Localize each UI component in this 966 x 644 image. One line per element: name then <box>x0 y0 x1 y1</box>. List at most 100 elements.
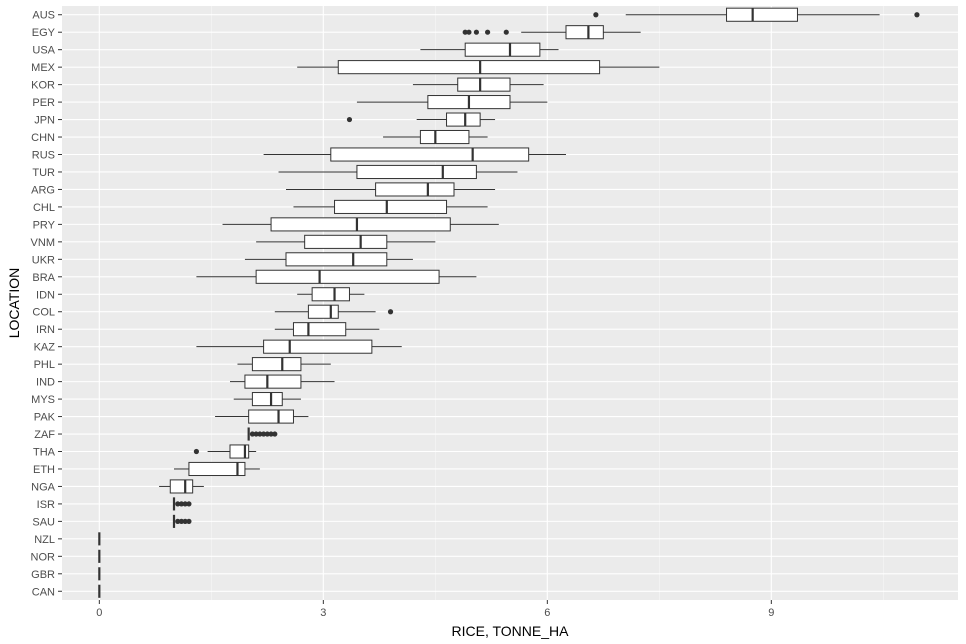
grid-minor <box>211 6 884 600</box>
box-iqr <box>330 147 530 162</box>
y-tick-label: KAZ <box>34 342 56 354</box>
outlier-point <box>485 29 491 35</box>
x-axis-title: RICE, TONNE_HA <box>452 623 570 639</box>
box-iqr <box>464 42 541 57</box>
box-iqr <box>307 304 339 319</box>
box-iqr <box>565 25 604 40</box>
y-axis: AUS EGY USA MEX KOR PER JPN CHN RUS TUR ARG CHL PRY V… <box>31 10 62 598</box>
box-ukr <box>244 252 413 267</box>
box-iqr <box>270 217 451 232</box>
box-jpn <box>346 112 496 127</box>
outlier-point <box>268 431 274 437</box>
y-tick-label: ETH <box>33 464 55 476</box>
box-iqr <box>304 234 388 249</box>
outlier-point <box>593 12 599 18</box>
box-iqr <box>188 461 246 477</box>
y-tick-label: IND <box>36 377 55 389</box>
box-iqr <box>375 182 455 197</box>
box-eth <box>174 461 260 477</box>
y-tick-label: CAN <box>32 586 55 598</box>
box-iqr <box>169 479 194 494</box>
box-kor <box>412 77 544 92</box>
box-chn <box>383 129 488 145</box>
outlier-point <box>186 518 192 524</box>
y-tick-label: THA <box>33 447 56 459</box>
outlier-point <box>462 29 468 35</box>
y-tick-label: NOR <box>31 551 56 563</box>
box-pak <box>215 409 309 424</box>
box-iqr <box>446 112 481 127</box>
outlier-point <box>264 431 270 437</box>
box-tha <box>193 444 257 459</box>
box-iqr <box>726 7 798 22</box>
box-iqr <box>419 129 470 145</box>
y-tick-label: PER <box>32 97 55 109</box>
box-chl <box>293 199 488 214</box>
box-iqr <box>251 357 302 372</box>
outlier-point <box>175 518 181 524</box>
box-iqr <box>337 60 601 75</box>
box-iqr <box>334 199 448 214</box>
x-tick-label: 6 <box>544 607 550 619</box>
box-aus <box>593 7 920 22</box>
outlier-point <box>182 501 188 507</box>
y-tick-label: JPN <box>34 115 55 127</box>
box-mex <box>297 60 660 75</box>
boxes-layer <box>98 7 920 598</box>
outlier-point <box>914 12 920 18</box>
y-tick-label: MYS <box>31 394 55 406</box>
box-tur <box>278 164 518 180</box>
y-tick-label: COL <box>32 307 55 319</box>
outlier-point <box>178 518 185 524</box>
box-iqr <box>356 164 477 180</box>
box-rus <box>263 147 566 162</box>
y-tick-label: VNM <box>31 237 55 249</box>
y-tick-label: ZAF <box>34 429 55 441</box>
outlier-point <box>193 448 199 455</box>
box-iqr <box>311 287 350 302</box>
y-tick-label: EGY <box>32 27 56 39</box>
box-iqr <box>457 77 511 92</box>
y-tick-label: BRA <box>32 272 55 284</box>
y-tick-label: RUS <box>32 150 55 162</box>
outlier-point <box>175 501 181 507</box>
y-tick-label: KOR <box>31 80 55 92</box>
y-tick-label: USA <box>32 45 55 57</box>
y-axis-title: LOCATION <box>6 268 22 339</box>
box-usa <box>420 42 559 57</box>
box-vnm <box>256 234 436 249</box>
box-iqr <box>251 392 283 407</box>
y-tick-label: CHN <box>31 132 55 144</box>
outlier-point <box>387 309 394 315</box>
x-tick-label: 0 <box>96 607 102 619</box>
outlier-point <box>261 431 267 437</box>
y-tick-label: ARG <box>31 184 55 196</box>
x-tick-label: 9 <box>768 607 774 619</box>
box-irn <box>274 322 380 337</box>
box-kaz <box>196 339 402 354</box>
box-per <box>356 95 548 110</box>
box-iqr <box>263 339 373 354</box>
box-iqr <box>285 252 388 267</box>
y-tick-label: PHL <box>34 359 55 371</box>
outlier-point <box>473 29 479 35</box>
box-col <box>274 304 394 319</box>
box-idn <box>297 287 365 302</box>
outlier-point <box>272 431 278 437</box>
outlier-point <box>346 116 353 123</box>
y-tick-label: TUR <box>32 167 55 179</box>
y-tick-label: PAK <box>34 412 56 424</box>
box-egy <box>462 25 641 40</box>
y-tick-label: AUS <box>32 10 55 22</box>
box-isr <box>172 497 192 511</box>
outlier-point <box>182 518 188 524</box>
box-bra <box>196 269 477 284</box>
box-pry <box>222 217 499 232</box>
box-iqr <box>244 374 302 389</box>
y-tick-label: ISR <box>37 499 55 511</box>
outlier-point <box>178 501 185 507</box>
x-axis: 0 3 6 9 <box>96 600 774 619</box>
outlier-point <box>466 29 472 35</box>
y-tick-label: MEX <box>31 62 56 74</box>
